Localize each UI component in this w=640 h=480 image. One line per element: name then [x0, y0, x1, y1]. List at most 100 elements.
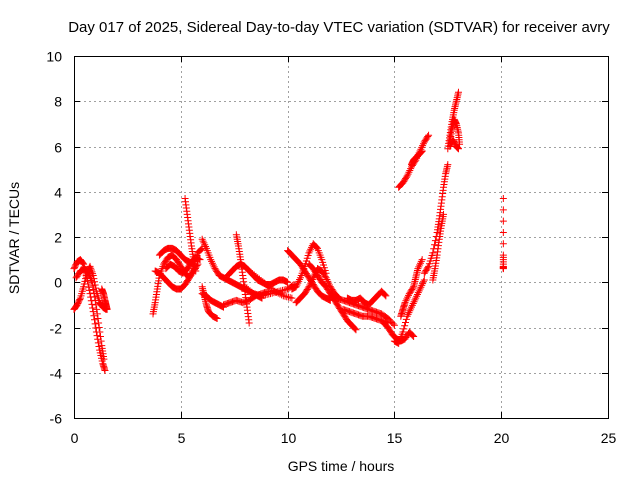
data-point	[402, 319, 410, 327]
data-point	[418, 256, 426, 264]
data-point	[404, 291, 412, 299]
data-point	[431, 241, 439, 249]
x-tick-label: 0	[71, 430, 79, 446]
data-point	[91, 316, 99, 324]
data-point	[202, 243, 210, 251]
data-point	[86, 273, 94, 281]
data-point	[403, 172, 411, 180]
data-point	[352, 326, 360, 334]
data-point	[308, 277, 316, 285]
x-axis-label: GPS time / hours	[288, 458, 395, 474]
data-point	[454, 145, 462, 153]
data-point	[103, 305, 111, 313]
data-point	[410, 333, 418, 341]
data-points	[70, 88, 507, 374]
data-point	[407, 303, 415, 311]
data-point	[278, 291, 286, 299]
data-point	[248, 288, 256, 296]
data-point	[411, 296, 419, 304]
series-arc-31	[429, 210, 448, 284]
data-point	[91, 320, 99, 328]
y-tick-label: 4	[54, 185, 62, 201]
data-point	[199, 237, 207, 245]
series-arc-35	[499, 195, 507, 273]
data-point	[321, 272, 329, 280]
data-point	[79, 259, 87, 267]
data-point	[382, 292, 390, 300]
x-tick-label: 10	[281, 430, 297, 446]
data-point	[85, 269, 93, 277]
data-point	[87, 275, 95, 283]
data-point	[350, 324, 358, 332]
data-point	[208, 259, 216, 267]
data-point	[419, 278, 427, 286]
data-point	[210, 263, 218, 271]
data-point	[390, 321, 398, 329]
data-point	[404, 293, 412, 301]
series-arc-04	[98, 285, 111, 313]
data-point	[324, 277, 332, 285]
data-point	[87, 264, 95, 272]
data-point	[89, 282, 97, 290]
data-point	[307, 245, 315, 253]
data-point	[198, 235, 206, 243]
data-point	[431, 237, 439, 245]
data-point	[94, 314, 102, 322]
series-arc-12	[198, 283, 221, 322]
data-point	[100, 355, 108, 363]
data-point	[444, 161, 452, 169]
data-point	[417, 283, 425, 291]
data-point	[85, 286, 93, 294]
data-point	[415, 263, 423, 271]
data-point	[93, 310, 101, 318]
data-point	[196, 256, 204, 264]
data-point	[425, 131, 433, 139]
data-point	[404, 310, 412, 318]
data-point	[306, 281, 314, 289]
data-point	[88, 276, 96, 284]
data-point	[409, 332, 417, 340]
data-point	[274, 289, 282, 297]
data-point	[408, 301, 416, 309]
data-point	[323, 276, 331, 284]
y-tick-label: -6	[50, 411, 63, 427]
data-point	[407, 305, 415, 313]
data-point	[83, 267, 91, 275]
data-point	[499, 206, 507, 214]
data-point	[416, 261, 424, 269]
data-point	[96, 328, 104, 336]
data-point	[97, 337, 105, 345]
data-point	[306, 247, 314, 255]
data-point	[308, 276, 316, 284]
data-point	[200, 239, 208, 247]
series-arc-24	[343, 287, 390, 309]
data-point	[90, 312, 98, 320]
data-point	[101, 366, 109, 374]
y-tick-label: -2	[50, 321, 63, 337]
series-arc-09	[162, 253, 204, 277]
data-point	[207, 256, 215, 264]
data-point	[213, 314, 221, 322]
series-arc-03	[72, 265, 108, 363]
data-point	[405, 168, 413, 176]
data-point	[93, 332, 101, 340]
y-tick-label: 0	[54, 275, 62, 291]
data-point	[312, 243, 320, 251]
data-point	[402, 173, 410, 181]
data-point	[399, 328, 407, 336]
data-point	[276, 290, 284, 298]
data-point	[309, 274, 317, 282]
data-point	[293, 281, 301, 289]
data-point	[95, 319, 103, 327]
data-point	[419, 140, 427, 148]
series-arc-29	[407, 147, 426, 169]
data-point	[305, 249, 313, 257]
data-point	[414, 289, 422, 297]
data-point	[272, 288, 280, 296]
data-point	[90, 289, 98, 297]
data-point	[313, 243, 321, 251]
data-point	[401, 299, 409, 307]
data-point	[412, 294, 420, 302]
data-point	[86, 271, 94, 279]
data-point	[401, 322, 409, 330]
